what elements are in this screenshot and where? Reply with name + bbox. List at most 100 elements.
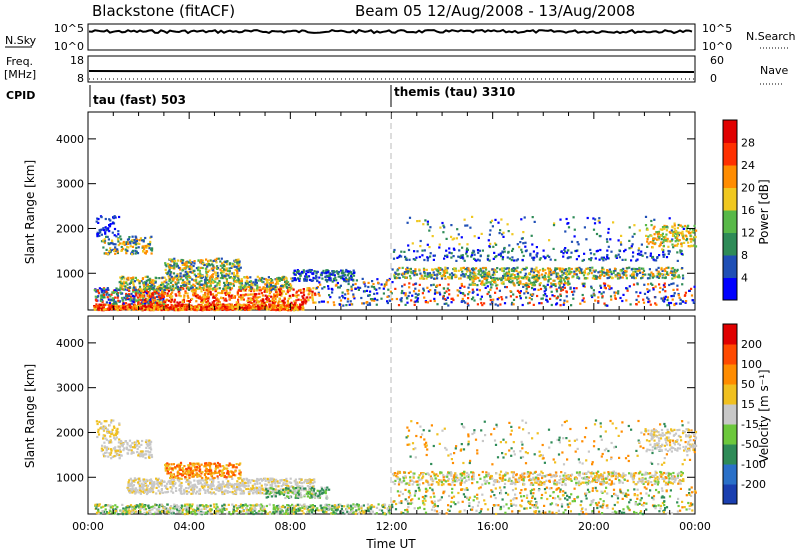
echo-cell	[590, 286, 593, 290]
echo-cell	[409, 267, 412, 270]
echo-cell	[179, 278, 182, 281]
echo-cell	[442, 224, 445, 227]
echo-cell	[184, 267, 187, 270]
echo-cell	[501, 233, 504, 236]
echo-cell	[638, 269, 641, 272]
echo-cell	[472, 250, 476, 253]
echo-cell	[256, 301, 259, 304]
echo-cell	[570, 271, 573, 274]
echo-cell	[128, 293, 131, 296]
echo-cell	[511, 233, 514, 236]
echo-cell	[443, 302, 446, 305]
echo-cell	[433, 254, 436, 257]
echo-cell	[693, 236, 696, 239]
echo-cell	[150, 303, 153, 306]
echo-cell	[519, 280, 522, 283]
echo-cell	[196, 304, 199, 308]
echo-cell	[524, 245, 527, 248]
echo-cell	[304, 275, 307, 278]
echo-cell	[521, 251, 524, 254]
echo-cell	[240, 304, 243, 307]
echo-cell	[510, 303, 513, 306]
echo-cell	[472, 296, 475, 299]
echo-cell	[672, 282, 675, 285]
echo-cell	[598, 291, 601, 294]
echo-cell	[222, 297, 225, 300]
echo-cell	[552, 247, 555, 250]
echo-cell	[687, 245, 690, 248]
echo-cell	[102, 308, 105, 311]
echo-cell	[670, 267, 673, 270]
echo-cell	[606, 277, 609, 280]
echo-cell	[348, 270, 351, 273]
echo-cell	[216, 271, 219, 275]
echo-cell	[270, 288, 273, 292]
echo-cell	[645, 234, 648, 237]
echo-cell	[282, 276, 285, 279]
echo-cell	[188, 267, 191, 270]
echo-cell	[122, 306, 125, 309]
echo-cell	[635, 303, 638, 306]
echo-cell	[594, 299, 597, 302]
echo-cell	[600, 292, 603, 295]
echo-cell	[180, 285, 183, 288]
echo-cell	[673, 244, 676, 247]
echo-cell	[450, 275, 454, 278]
echo-cell	[223, 264, 226, 268]
echo-cell	[472, 290, 475, 293]
echo-cell	[152, 309, 155, 312]
echo-cell	[464, 301, 467, 304]
echo-cell	[278, 300, 282, 303]
echo-cell	[186, 286, 189, 289]
echo-cell	[228, 307, 231, 310]
echo-cell	[344, 276, 347, 279]
echo-cell	[121, 282, 124, 285]
echo-cell	[436, 291, 439, 294]
echo-cell	[165, 299, 168, 302]
echo-cell	[652, 227, 655, 230]
echo-cell	[476, 303, 479, 306]
echo-cell	[583, 272, 587, 275]
echo-cell	[657, 232, 660, 235]
echo-cell	[135, 246, 138, 249]
echo-cell	[198, 272, 201, 275]
echo-cell	[333, 303, 336, 307]
echo-cell	[101, 301, 104, 304]
echo-cell	[607, 274, 610, 277]
echo-cell	[191, 297, 194, 301]
echo-cell	[476, 293, 479, 296]
echo-cell	[558, 281, 561, 284]
echo-cell	[263, 290, 266, 293]
echo-cell	[550, 290, 553, 293]
echo-cell	[347, 297, 350, 300]
echo-cell	[143, 248, 146, 251]
echo-cell	[663, 285, 666, 288]
echo-cell	[278, 279, 281, 282]
echo-cell	[651, 242, 654, 245]
echo-cell	[271, 301, 274, 304]
echo-cell	[258, 292, 261, 295]
echo-cell	[328, 274, 331, 277]
echo-cell	[518, 281, 521, 284]
echo-cell	[573, 290, 576, 293]
echo-cell	[142, 299, 145, 302]
echo-cell	[597, 296, 600, 299]
echo-cell	[661, 299, 665, 302]
echo-cell	[426, 223, 429, 226]
echo-cell	[104, 252, 108, 255]
echo-cell	[458, 290, 461, 293]
echo-cell	[672, 288, 675, 291]
echo-cell	[508, 268, 511, 271]
echo-cell	[614, 297, 617, 300]
echo-cell	[273, 301, 277, 304]
echo-cell	[304, 299, 307, 302]
echo-cell	[299, 274, 302, 277]
echo-cell	[447, 283, 450, 286]
echo-cell	[593, 277, 596, 280]
echo-cell	[287, 309, 290, 312]
echo-cell	[435, 268, 438, 271]
echo-cell	[352, 279, 355, 282]
echo-cell	[658, 235, 661, 238]
echo-cell	[230, 294, 233, 297]
echo-cell	[459, 291, 462, 295]
